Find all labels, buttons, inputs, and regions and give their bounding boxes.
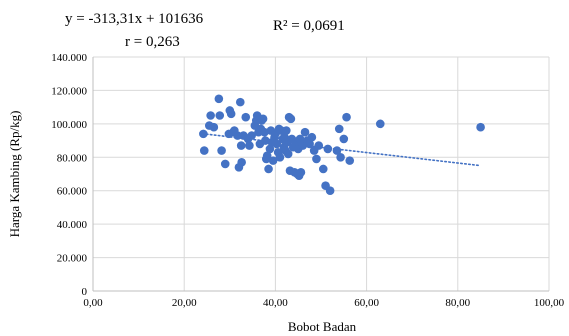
- data-point: [312, 154, 321, 164]
- data-point: [241, 112, 251, 122]
- data-point: [199, 129, 208, 139]
- x-tick-label: 0,00: [83, 297, 103, 309]
- y-tick-label: 80.000: [57, 152, 88, 164]
- data-point: [296, 168, 306, 177]
- data-point: [206, 111, 215, 120]
- gridlines: [93, 56, 550, 291]
- trendline: [201, 132, 482, 167]
- data-point: [258, 114, 268, 124]
- data-point: [214, 94, 224, 104]
- y-tick-label: 140.000: [51, 52, 87, 64]
- y-tick-label: 40.000: [57, 219, 88, 231]
- axes: [92, 57, 549, 292]
- data-point: [332, 146, 342, 155]
- data-point: [323, 144, 333, 154]
- data-point: [286, 114, 296, 124]
- data-point: [262, 151, 272, 160]
- data-point: [305, 139, 314, 149]
- data-point: [235, 97, 245, 107]
- data-point: [282, 126, 291, 135]
- correlation-coefficient: r = 0,263: [125, 34, 180, 50]
- data-points: [199, 94, 485, 196]
- data-point: [375, 119, 385, 129]
- data-point: [314, 141, 324, 150]
- data-point: [265, 144, 275, 154]
- regression-equation: y = -313,31x + 101636: [65, 11, 204, 27]
- y-tick-label: 100.000: [51, 119, 87, 131]
- r-squared-value: R² = 0,0691: [273, 18, 345, 34]
- data-point: [215, 111, 225, 120]
- x-tick-label: 40,00: [263, 297, 288, 309]
- trendline-line: [201, 132, 482, 167]
- x-axis-title: Bobot Badan: [288, 319, 357, 334]
- data-point: [476, 122, 485, 132]
- data-point: [336, 152, 345, 162]
- data-point: [342, 112, 351, 122]
- y-tick-label: 0: [82, 286, 88, 298]
- data-point: [268, 156, 278, 165]
- x-tick-labels: 0,00 20,00 40,00 60,00 80,00 100,00: [83, 297, 564, 309]
- x-tick-label: 100,00: [534, 297, 565, 309]
- x-tick-label: 20,00: [172, 297, 197, 309]
- data-point: [209, 122, 219, 132]
- data-point: [275, 152, 285, 162]
- data-point: [283, 149, 293, 159]
- data-point: [217, 146, 226, 155]
- y-tick-label: 120.000: [51, 85, 87, 97]
- data-point: [300, 127, 310, 137]
- data-point: [237, 158, 246, 167]
- data-point: [345, 156, 355, 165]
- y-tick-labels: 0 20.000 40.000 60.000 80.000 100.000 120.000 1…: [51, 52, 87, 298]
- data-point: [233, 131, 242, 140]
- x-tick-label: 80,00: [445, 297, 470, 309]
- data-point: [236, 141, 246, 150]
- data-point: [307, 132, 317, 142]
- data-point: [325, 186, 335, 196]
- data-point: [264, 164, 273, 174]
- data-point: [226, 109, 236, 119]
- data-point: [199, 146, 209, 155]
- data-point: [339, 134, 349, 144]
- y-axis-title: Harga Kambing (Rp/kg): [7, 111, 22, 238]
- data-point: [220, 159, 230, 169]
- data-point: [295, 134, 305, 144]
- data-point: [247, 131, 256, 140]
- data-point: [334, 124, 344, 134]
- data-point: [318, 164, 328, 174]
- x-tick-label: 60,00: [354, 297, 379, 309]
- data-point: [272, 139, 282, 149]
- data-point: [245, 141, 254, 150]
- y-tick-label: 60.000: [57, 186, 88, 198]
- y-tick-label: 20.000: [57, 253, 88, 265]
